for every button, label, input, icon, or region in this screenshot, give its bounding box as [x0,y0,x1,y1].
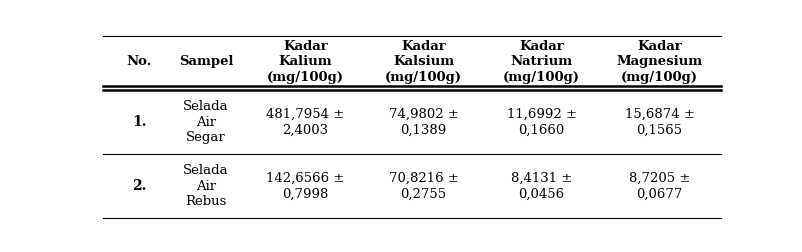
Text: Sampel: Sampel [179,55,233,69]
Text: 8,7205 ±
0,0677: 8,7205 ± 0,0677 [629,172,691,201]
Text: Kadar
Kalsium
(mg/100g): Kadar Kalsium (mg/100g) [385,40,462,84]
Text: 1.: 1. [132,115,147,129]
Text: 15,6874 ±
0,1565: 15,6874 ± 0,1565 [625,108,695,136]
Text: 142,6566 ±
0,7998: 142,6566 ± 0,7998 [266,172,345,201]
Text: Selada
Air
Rebus: Selada Air Rebus [183,164,229,208]
Text: No.: No. [127,55,152,69]
Text: 70,8216 ±
0,2755: 70,8216 ± 0,2755 [388,172,459,201]
Text: 481,7954 ±
2,4003: 481,7954 ± 2,4003 [266,108,345,136]
Text: Kadar
Natrium
(mg/100g): Kadar Natrium (mg/100g) [503,40,580,84]
Text: 11,6992 ±
0,1660: 11,6992 ± 0,1660 [507,108,577,136]
Text: 8,4131 ±
0,0456: 8,4131 ± 0,0456 [511,172,573,201]
Text: Kadar
Magnesium
(mg/100g): Kadar Magnesium (mg/100g) [617,40,703,84]
Text: 74,9802 ±
0,1389: 74,9802 ± 0,1389 [388,108,459,136]
Text: Selada
Air
Segar: Selada Air Segar [183,100,229,144]
Text: 2.: 2. [132,179,146,193]
Text: Kadar
Kalium
(mg/100g): Kadar Kalium (mg/100g) [267,40,344,84]
